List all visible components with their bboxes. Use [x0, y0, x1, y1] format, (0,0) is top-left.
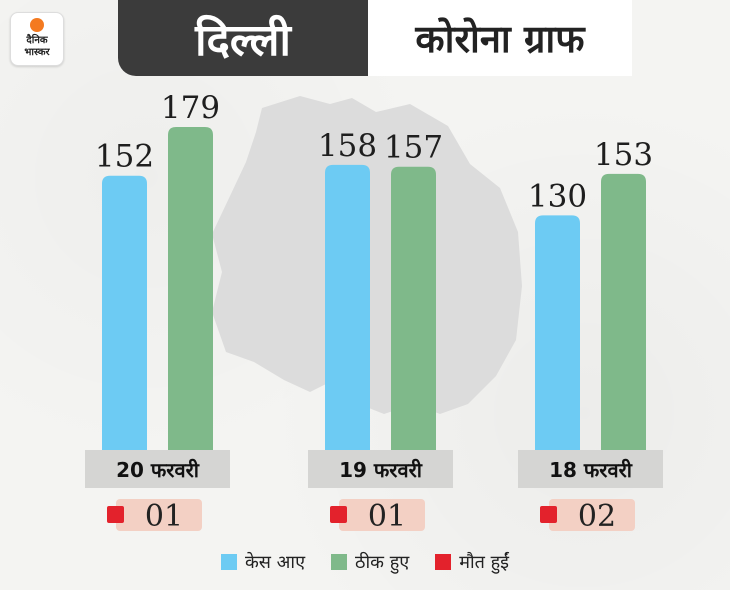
bar-recovered — [391, 166, 436, 451]
legend-item-deaths: मौत हुईं — [435, 550, 509, 574]
legend-swatch-cases — [220, 554, 237, 570]
date-label-box — [85, 450, 230, 488]
bar-label-cases: 158 — [318, 128, 377, 164]
brand-line-1: दैनिक — [26, 35, 48, 46]
date-label: 20 फरवरी — [116, 458, 200, 482]
legend-swatch-deaths — [435, 554, 452, 570]
legend-label-recovered: ठीक हुए — [355, 552, 410, 573]
header-banner: दिल्ली कोरोना ग्राफ — [118, 0, 632, 76]
graph-title: कोरोना ग्राफ — [368, 0, 632, 76]
bar-cases — [535, 215, 580, 450]
death-count: 02 — [578, 499, 616, 534]
death-marker-icon — [107, 506, 124, 523]
bar-label-recovered: 179 — [161, 90, 220, 126]
brand-logo: दैनिक भास्कर — [10, 12, 64, 66]
legend-item-recovered: ठीक हुए — [331, 550, 409, 574]
bar-label-recovered: 157 — [384, 130, 443, 166]
date-label-box — [518, 450, 663, 488]
bar-label-cases: 152 — [95, 139, 154, 175]
death-value-box — [339, 499, 425, 531]
legend-label-cases: केस आए — [244, 552, 306, 573]
legend-label-deaths: मौत हुईं — [459, 552, 510, 573]
city-title: दिल्ली — [195, 15, 291, 66]
brand-line-2: भास्कर — [24, 47, 50, 58]
legend-swatch-recovered — [331, 554, 348, 570]
date-label-box — [308, 450, 453, 488]
date-label: 19 फरवरी — [339, 458, 423, 482]
legend: केस आए ठीक हुए मौत हुईं — [0, 547, 730, 577]
legend-item-cases: केस आए — [220, 550, 306, 574]
death-count: 01 — [145, 499, 183, 534]
sun-icon — [30, 18, 44, 32]
bar-label-cases: 130 — [528, 178, 587, 214]
death-count: 01 — [368, 499, 406, 534]
bar-cases — [325, 164, 370, 450]
bar-cases — [102, 175, 147, 450]
bar-recovered — [168, 127, 213, 450]
bar-label-recovered: 153 — [594, 137, 653, 173]
bar-recovered — [601, 173, 646, 450]
death-value-box — [549, 499, 635, 531]
death-marker-icon — [540, 506, 557, 523]
death-value-box — [116, 499, 202, 531]
date-label: 18 फरवरी — [549, 458, 633, 482]
death-marker-icon — [330, 506, 347, 523]
